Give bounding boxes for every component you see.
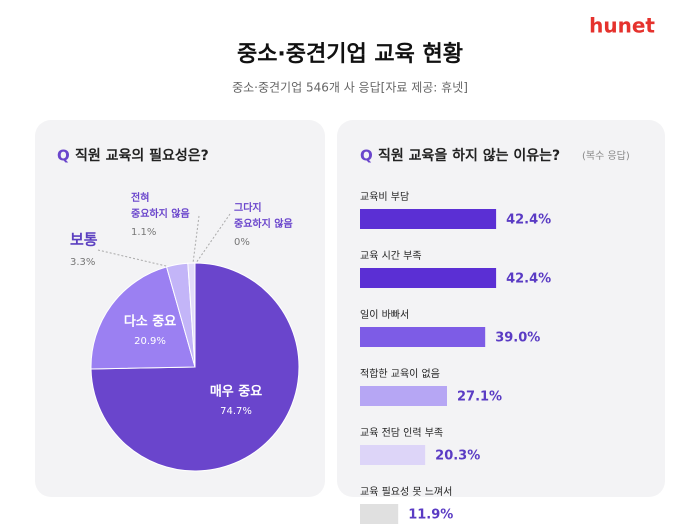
slice-label: 다소 중요 xyxy=(124,314,176,330)
bar-category-label: 교육 시간 부족 xyxy=(360,250,422,262)
slice-value-label: 0% xyxy=(234,237,250,248)
bar-value-label: 42.4% xyxy=(506,213,551,228)
bar-value-label: 11.9% xyxy=(408,508,453,523)
pie-slice xyxy=(90,262,300,472)
page-title: 중소·중견기업 교육 현황 xyxy=(237,42,463,67)
card-title: 직원 교육을 하지 않는 이유는? xyxy=(378,147,560,164)
bar-category-label: 교육비 부담 xyxy=(360,191,409,203)
slice-value-label: 3.3% xyxy=(70,257,95,268)
bar xyxy=(360,327,486,347)
bar xyxy=(360,268,497,288)
slice-value-label: 74.7% xyxy=(220,406,252,417)
slice-label: 그다지 중요하지 않음 xyxy=(234,201,293,230)
question-marker: Q xyxy=(57,147,70,165)
pie xyxy=(90,262,300,472)
leader-line xyxy=(195,213,231,264)
slice-value-label: 1.1% xyxy=(131,227,156,238)
slice-label: 보통 xyxy=(70,231,98,249)
slice-label: 전혀 중요하지 않음 xyxy=(131,191,190,220)
card xyxy=(337,120,665,497)
bar xyxy=(360,386,447,406)
bar-value-label: 27.1% xyxy=(457,390,502,405)
bar-category-label: 교육 필요성 못 느껴서 xyxy=(360,486,452,498)
card-subtitle: (복수 응답) xyxy=(582,150,630,162)
label-line: 중요하지 않음 xyxy=(131,207,190,220)
bar-category-label: 일이 바빠서 xyxy=(360,309,409,321)
bar-value-label: 42.4% xyxy=(506,272,551,287)
label-line: 중요하지 않음 xyxy=(234,217,293,230)
bar xyxy=(360,445,426,465)
label-line: 그다지 xyxy=(234,201,265,214)
question-marker: Q xyxy=(360,147,373,165)
bar-category-label: 적합한 교육이 없음 xyxy=(360,367,440,380)
bar-value-label: 20.3% xyxy=(435,449,480,464)
page-subtitle: 중소·중견기업 546개 사 응답[자료 제공: 휴넷] xyxy=(232,81,468,95)
card-title: 직원 교육의 필요성은? xyxy=(75,147,209,164)
pie-slice xyxy=(90,266,196,370)
bar-value-label: 39.0% xyxy=(495,331,540,346)
label-line: 전혀 xyxy=(131,191,153,204)
bar xyxy=(360,504,399,524)
bar xyxy=(360,209,497,229)
slice-label: 매우 중요 xyxy=(210,385,262,400)
logo: hunet xyxy=(589,14,655,38)
bar-category-label: 교육 전담 인력 부족 xyxy=(360,427,443,439)
slice-value-label: 20.9% xyxy=(134,336,166,347)
